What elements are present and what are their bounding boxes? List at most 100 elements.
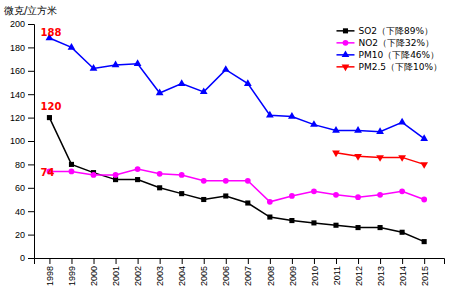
point (332, 150, 340, 157)
series-line (49, 169, 424, 202)
y-tick-label: 80 (15, 160, 25, 170)
x-tick-mark (204, 258, 205, 264)
series-line (49, 118, 424, 242)
point (69, 162, 74, 167)
point (421, 197, 427, 203)
point (179, 172, 185, 178)
x-tick-mark (248, 258, 249, 264)
point (377, 192, 383, 198)
point (289, 218, 294, 223)
x-tick-label: 2006 (221, 266, 231, 286)
y-tick: 200 (10, 19, 34, 29)
y-tick-label: 160 (10, 66, 25, 76)
x-tick: 1998 (45, 258, 55, 286)
x-tick-mark (71, 258, 72, 264)
y-tick-mark (28, 24, 34, 25)
y-tick-mark (28, 118, 34, 119)
point (289, 193, 295, 199)
x-tick-mark (138, 258, 139, 264)
x-tick: 2000 (89, 258, 99, 286)
x-tick-label: 2010 (310, 266, 320, 286)
y-axis: 0 20 40 60 80 100 120 140 160 180 200 (10, 19, 35, 263)
y-tick: 40 (15, 207, 34, 217)
legend-marker (343, 40, 349, 46)
x-tick: 2004 (177, 258, 187, 286)
legend-marker (342, 65, 350, 72)
point (267, 199, 273, 205)
y-tick-mark (28, 258, 34, 259)
x-tick-mark (292, 258, 293, 264)
y-tick: 180 (10, 43, 34, 53)
x-tick-label: 2012 (354, 266, 364, 286)
x-tick-label: 2013 (376, 266, 386, 286)
y-tick: 100 (10, 136, 34, 146)
point (420, 162, 428, 169)
point (267, 215, 272, 220)
x-tick-label: 2003 (155, 266, 165, 286)
x-tick-label: 2001 (111, 266, 121, 286)
point (223, 193, 228, 198)
x-tick-mark (116, 258, 117, 264)
x-tick: 2001 (111, 258, 121, 286)
y-tick: 140 (10, 90, 34, 100)
point (354, 126, 362, 133)
x-tick-label: 2015 (420, 266, 430, 286)
point (244, 79, 252, 86)
point (201, 197, 206, 202)
annotation: 188 (41, 27, 62, 38)
y-tick: 20 (15, 230, 34, 240)
point (68, 43, 76, 50)
annotation: 120 (41, 101, 62, 112)
point (112, 60, 120, 67)
point (178, 79, 186, 86)
legend-label: SO2（下降89%） (358, 26, 433, 36)
point (157, 171, 163, 177)
x-tick-label: 2005 (199, 266, 209, 286)
x-tick-label: 2002 (133, 266, 143, 286)
legend: SO2（下降89%）NO2（下降32%）PM10（下降46%）PM2.5（下降1… (336, 26, 442, 72)
point (376, 155, 384, 162)
x-tick-mark (226, 258, 227, 264)
x-tick-label: 2014 (398, 266, 408, 286)
y-tick-label: 120 (10, 113, 25, 123)
legend-item: PM10（下降46%） (336, 50, 439, 60)
point (135, 166, 141, 172)
x-tick: 2013 (376, 258, 386, 286)
x-tick-mark (380, 258, 381, 264)
y-tick: 60 (15, 183, 34, 193)
y-tick: 80 (15, 160, 34, 170)
y-tick-mark (28, 235, 34, 236)
y-tick-mark (28, 94, 34, 95)
y-tick-mark (28, 188, 34, 189)
point (332, 126, 340, 133)
y-tick-label: 0 (20, 253, 25, 263)
x-tick: 2007 (243, 258, 253, 286)
x-tick: 2011 (332, 258, 342, 285)
point (354, 154, 362, 161)
y-tick-label: 180 (10, 43, 25, 53)
x-tick-mark (270, 258, 271, 264)
x-axis: 1998 1999 2000 2001 2002 2003 2004 2005 2006 2007… (35, 258, 445, 286)
point (288, 112, 296, 119)
y-tick-mark (28, 47, 34, 48)
point (355, 225, 360, 230)
x-tick-label: 2009 (288, 266, 298, 286)
legend-label: NO2（下降32%） (358, 38, 434, 48)
y-axis-line (28, 25, 35, 259)
point (266, 111, 274, 118)
point (333, 223, 338, 228)
x-tick: 1999 (67, 258, 77, 286)
legend-marker (342, 50, 350, 57)
x-tick-mark (314, 258, 315, 264)
x-tick: 2015 (420, 258, 430, 286)
annotation: 74 (41, 167, 55, 178)
x-axis-line (35, 259, 445, 265)
annotations: 120 188 74 (41, 27, 62, 178)
x-tick-mark (336, 258, 337, 264)
y-tick-label: 140 (10, 90, 25, 100)
x-tick: 2008 (266, 258, 276, 286)
x-tick: 2003 (155, 258, 165, 286)
point (355, 194, 361, 200)
point (47, 115, 52, 120)
legend-marker (343, 28, 348, 33)
